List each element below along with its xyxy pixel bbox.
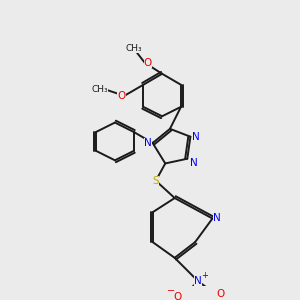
Text: N: N [190, 158, 198, 167]
Text: N: N [144, 138, 152, 148]
Text: −: − [167, 286, 175, 296]
Text: N: N [192, 132, 200, 142]
Text: O: O [216, 289, 224, 299]
Text: CH₃: CH₃ [92, 85, 108, 94]
Text: S: S [152, 176, 159, 186]
Text: +: + [202, 271, 208, 280]
Text: N: N [213, 214, 221, 224]
Text: O: O [117, 91, 126, 101]
Text: O: O [173, 292, 181, 300]
Text: CH₃: CH₃ [125, 44, 142, 53]
Text: N: N [194, 276, 202, 286]
Text: O: O [143, 58, 152, 68]
